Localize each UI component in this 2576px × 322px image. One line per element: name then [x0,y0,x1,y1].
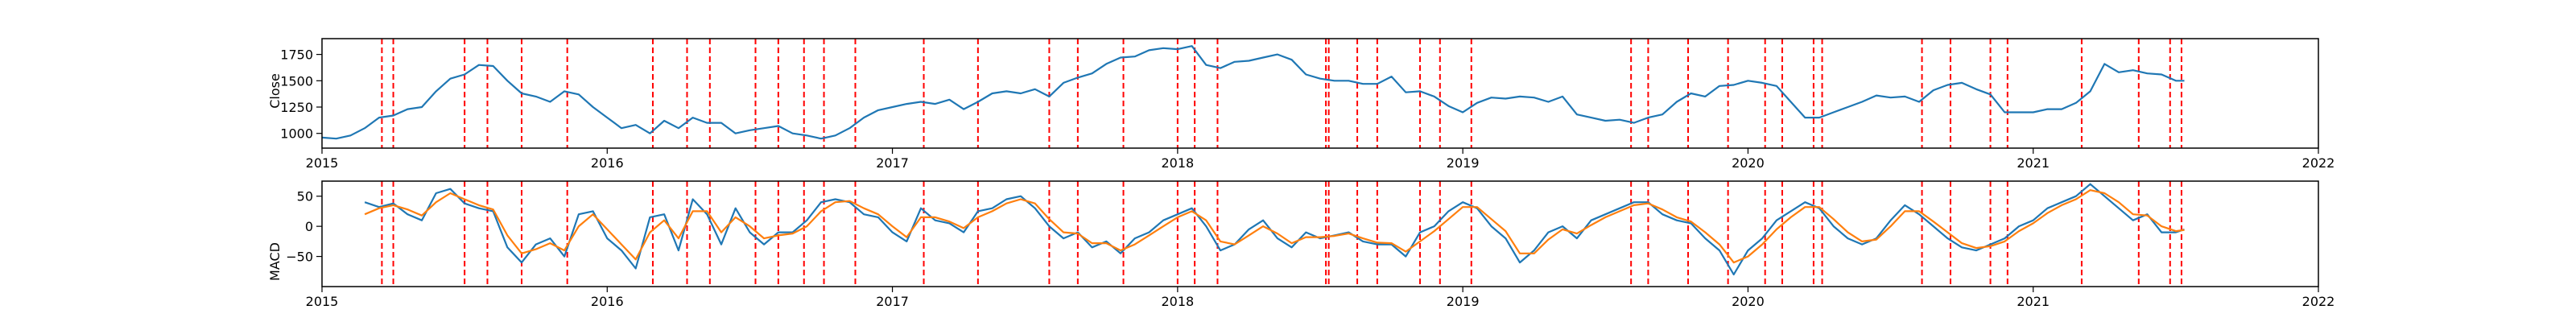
x-tick-label: 2020 [1732,155,1765,171]
x-tick-label: 2016 [591,294,624,309]
x-tick-label: 2022 [2302,155,2335,171]
y-tick-label: 50 [297,189,313,204]
x-tick-label: 2019 [1447,155,1480,171]
y-axis-label: MACD [267,242,283,281]
close-price-panel: Close 2015 2016 2017 2018 2019 2020 2021 2022 10… [267,38,2335,171]
macd-series-line [364,183,2185,276]
x-tick-label: 2017 [876,155,909,171]
y-tick-label: −50 [286,250,313,265]
y-tick-label: 1250 [280,100,313,115]
close-series-line [321,45,2185,140]
x-tick-label: 2021 [2017,155,2050,171]
axes-frame [321,38,2319,149]
x-tick-label: 2018 [1161,155,1194,171]
x-tick-label: 2015 [306,155,339,171]
axes-frame [321,180,2319,287]
x-tick-label: 2017 [876,294,909,309]
x-tick-label: 2016 [591,155,624,171]
x-tick-label: 2018 [1161,294,1194,309]
x-tick-label: 2022 [2302,294,2335,309]
x-tick-label: 2019 [1447,294,1480,309]
signal-series-line [364,189,2185,264]
y-axis-label: Close [267,73,283,109]
macd-panel: MACD 2015 2016 2017 2018 2019 2020 2021 2022 −50… [267,180,2335,309]
x-tick-label: 2015 [306,294,339,309]
y-tick-label: 0 [305,219,313,234]
y-tick-label: 1000 [280,126,313,142]
y-tick-label: 1500 [280,73,313,89]
x-tick-label: 2021 [2017,294,2050,309]
x-tick-label: 2020 [1732,294,1765,309]
y-tick-label: 1750 [280,47,313,63]
